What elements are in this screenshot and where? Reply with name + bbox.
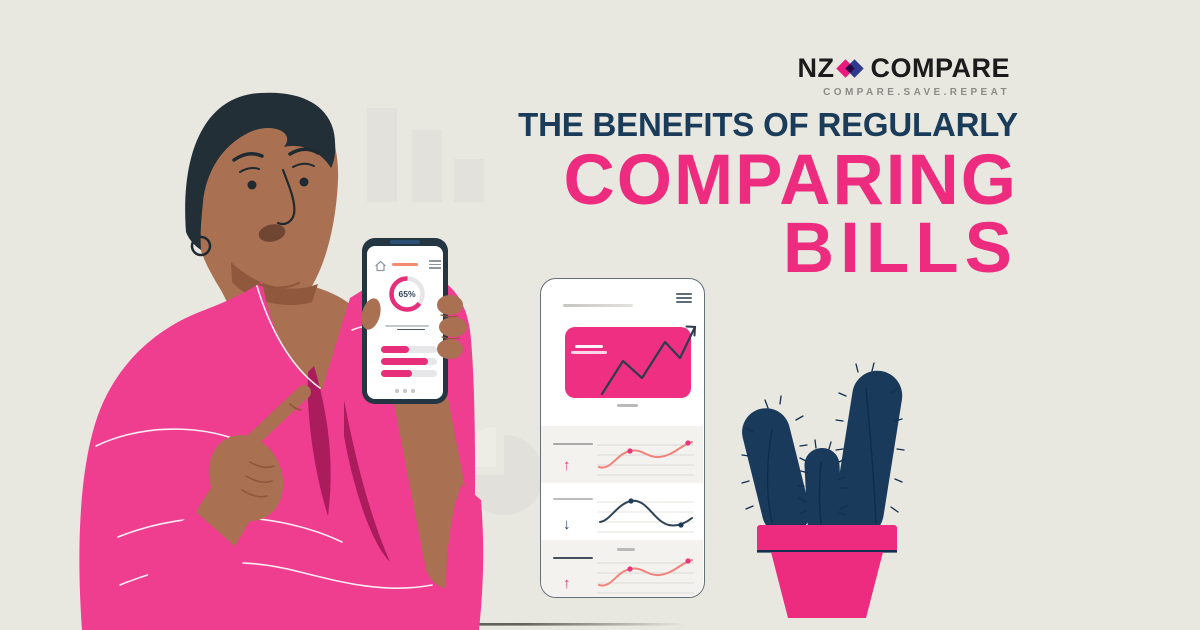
phone-screen: 65% [367, 246, 443, 399]
headline-line2: COMPARING [563, 141, 1018, 220]
earring [190, 235, 212, 257]
trend-row-3: ↑ [541, 540, 703, 597]
headline: THE BENEFITS OF REGULARLY COMPARING BILL… [518, 106, 1018, 284]
card-menu-icon [676, 293, 692, 295]
header-accent-line [392, 263, 418, 266]
pager-dot [395, 389, 399, 393]
hand-phone: 65% [362, 238, 448, 404]
up-arrow-icon: ↑ [563, 457, 571, 474]
trend-row-1: ↑ [541, 426, 703, 483]
card-mini-line [617, 404, 638, 407]
up-arrow-icon: ↑ [563, 575, 571, 592]
home-icon [375, 260, 386, 272]
growth-arrow [600, 325, 697, 396]
logo-text-compare: COMPARE [870, 53, 1010, 83]
trend-banner [565, 327, 691, 398]
pointing-finger [233, 385, 311, 459]
divider-line [385, 325, 429, 327]
pager-dot [411, 389, 415, 393]
card-header-line [563, 304, 633, 307]
floor-line [105, 623, 685, 626]
sparkline-navy [597, 498, 694, 533]
trend-row-2: ↓ [541, 483, 703, 540]
app-bar-1 [381, 346, 437, 353]
app-bar-3 [381, 370, 437, 377]
divider-line-dark [397, 329, 425, 331]
sparkline-coral [597, 558, 694, 594]
person-skin [195, 94, 358, 396]
logo-tagline: COMPARE.SAVE.REPEAT [823, 87, 1010, 98]
background-pie-chart [456, 427, 544, 515]
logo-diamond-icon [836, 57, 867, 81]
plant-pot [757, 525, 897, 618]
menu-icon [429, 260, 441, 269]
nz-compare-logo: NZ COMPARE COMPARE.SAVE.REPEAT [797, 53, 1010, 98]
pager-dot [403, 389, 407, 393]
headline-line3: BILLS [782, 209, 1018, 288]
sparkline-coral [597, 440, 694, 476]
phone-notch [390, 240, 420, 244]
dashboard-card: ↑ ↓ ↑ [540, 278, 705, 598]
logo-text-nz: NZ [797, 53, 835, 83]
hair [185, 92, 336, 250]
face-features [232, 147, 320, 226]
app-bar-2 [381, 358, 437, 365]
cactus-spines [741, 362, 905, 516]
down-arrow-icon: ↓ [563, 516, 571, 533]
mouth [258, 224, 286, 242]
cactus [741, 362, 905, 618]
background-bar-chart [367, 108, 484, 202]
headline-line1: THE BENEFITS OF REGULARLY [518, 106, 1018, 143]
progress-label: 65% [398, 289, 416, 299]
